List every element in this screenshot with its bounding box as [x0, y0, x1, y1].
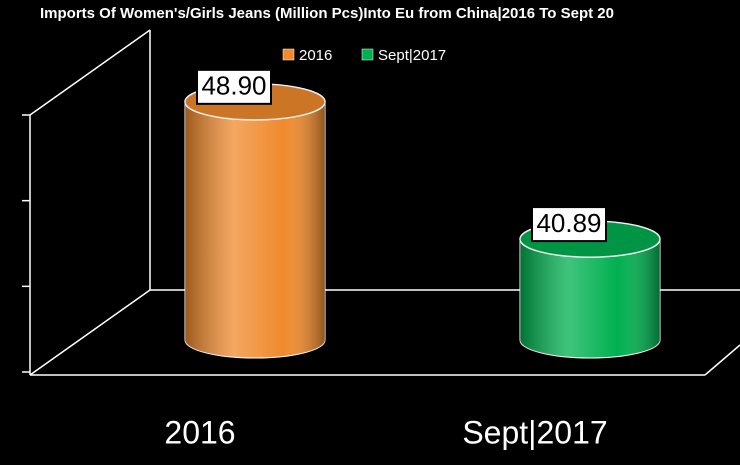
- chart-title: Imports Of Women's/Girls Jeans (Million …: [40, 5, 614, 22]
- legend-swatch: [361, 48, 374, 61]
- legend-label: 2016: [299, 47, 332, 64]
- legend-swatch: [282, 48, 295, 61]
- x-tick-label: 2016: [164, 414, 235, 450]
- legend-label: Sept|2017: [378, 47, 446, 64]
- cylinder-shade: [185, 101, 325, 358]
- wall-edge: [29, 29, 151, 116]
- value-label: 48.90: [201, 71, 266, 101]
- value-label: 40.89: [536, 208, 601, 238]
- x-tick-label: Sept|2017: [462, 414, 607, 450]
- value-label-box: [196, 68, 272, 105]
- floor-edge: [29, 289, 151, 376]
- value-label-box: [531, 206, 607, 243]
- floor-edge: [704, 344, 740, 376]
- cylinder-shade: [520, 239, 660, 358]
